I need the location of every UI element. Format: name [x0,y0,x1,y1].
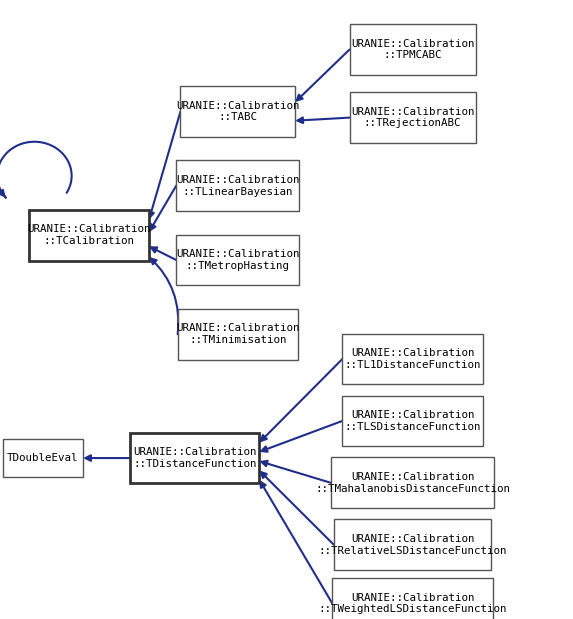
Text: URANIE::Calibration
::TL1DistanceFunction: URANIE::Calibration ::TL1DistanceFunctio… [344,348,481,370]
FancyBboxPatch shape [176,160,299,211]
FancyBboxPatch shape [334,519,492,570]
FancyBboxPatch shape [176,235,299,285]
Text: URANIE::Calibration
::TLinearBayesian: URANIE::Calibration ::TLinearBayesian [176,175,300,196]
FancyBboxPatch shape [3,439,83,477]
Text: URANIE::Calibration
::TLSDistanceFunction: URANIE::Calibration ::TLSDistanceFunctio… [344,410,481,431]
Text: URANIE::Calibration
::TCalibration: URANIE::Calibration ::TCalibration [27,225,151,246]
FancyBboxPatch shape [332,578,493,619]
Text: URANIE::Calibration
::TMahalanobisDistanceFunction: URANIE::Calibration ::TMahalanobisDistan… [315,472,510,493]
Text: URANIE::Calibration
::TRejectionABC: URANIE::Calibration ::TRejectionABC [351,107,474,128]
Text: URANIE::Calibration
::TWeightedLSDistanceFunction: URANIE::Calibration ::TWeightedLSDistanc… [319,593,507,614]
FancyBboxPatch shape [180,86,295,137]
Text: URANIE::Calibration
::TDistanceFunction: URANIE::Calibration ::TDistanceFunction [133,448,257,469]
FancyBboxPatch shape [342,396,482,446]
FancyBboxPatch shape [131,433,260,483]
FancyBboxPatch shape [350,92,476,143]
FancyBboxPatch shape [331,457,494,508]
Text: URANIE::Calibration
::TABC: URANIE::Calibration ::TABC [176,101,300,122]
Text: URANIE::Calibration
::TPMCABC: URANIE::Calibration ::TPMCABC [351,39,474,60]
FancyBboxPatch shape [342,334,482,384]
FancyBboxPatch shape [178,309,298,360]
FancyBboxPatch shape [350,24,476,75]
Text: URANIE::Calibration
::TMinimisation: URANIE::Calibration ::TMinimisation [176,324,300,345]
Text: URANIE::Calibration
::TRelativeLSDistanceFunction: URANIE::Calibration ::TRelativeLSDistanc… [319,534,507,555]
Text: URANIE::Calibration
::TMetropHasting: URANIE::Calibration ::TMetropHasting [176,249,300,271]
Text: TDoubleEval: TDoubleEval [7,453,79,463]
FancyBboxPatch shape [29,210,149,261]
